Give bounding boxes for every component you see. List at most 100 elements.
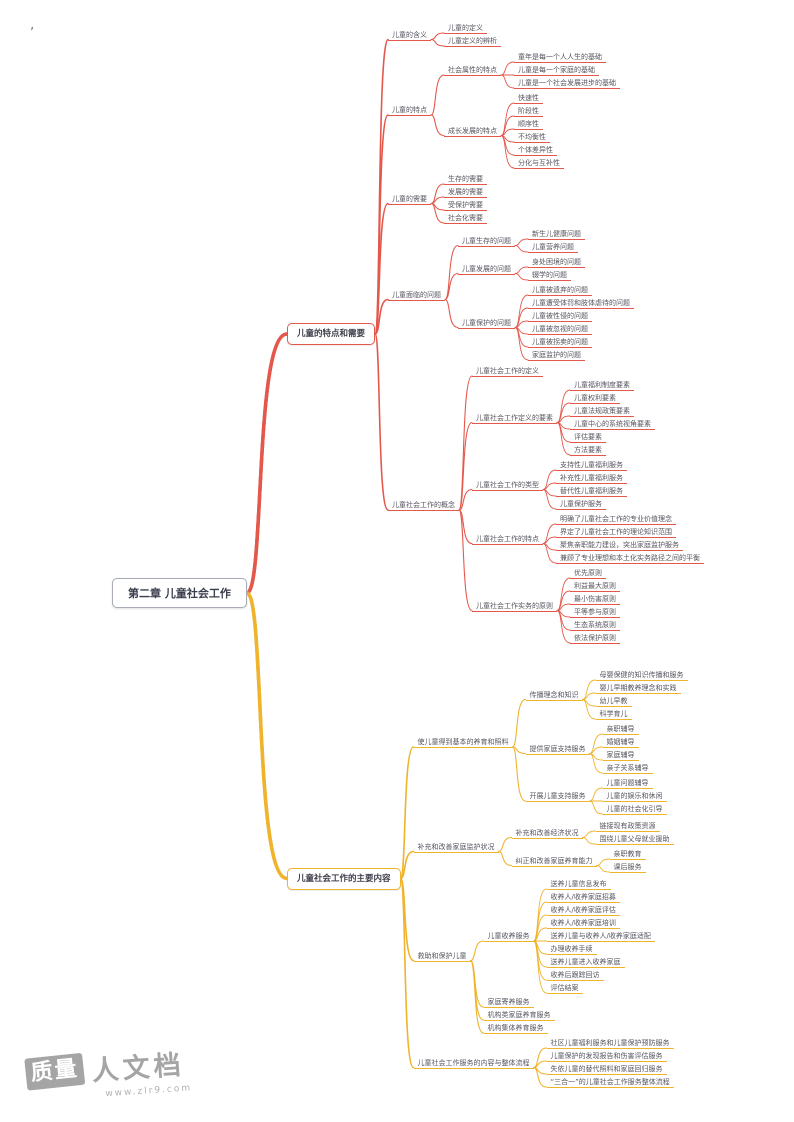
mindmap-node[interactable]: 家庭寄养服务 <box>483 997 534 1008</box>
mindmap-node[interactable]: 儿童中心的系统视角要素 <box>570 419 656 430</box>
mindmap-node[interactable]: 兼顾了专业理想和本土化实务路径之间的平衡 <box>556 553 705 564</box>
central-topic[interactable]: 第二章 儿童社会工作 <box>112 578 247 608</box>
mindmap-node[interactable]: 儿童发展的问题 <box>458 264 516 275</box>
mindmap-node[interactable]: 使儿童得到基本的养育和照料 <box>413 737 513 748</box>
mindmap-node[interactable]: 链接现有政策资源 <box>595 821 660 832</box>
mindmap-node[interactable]: 救助和保护儿童 <box>413 951 471 962</box>
mindmap-node[interactable]: 收养人/收养家庭评估 <box>546 905 620 916</box>
mindmap-node[interactable]: 儿童权利要素 <box>570 393 621 404</box>
mindmap-node[interactable]: 家庭监护的问题 <box>528 350 586 361</box>
mindmap-node[interactable]: 新生儿健康问题 <box>528 229 586 240</box>
mindmap-node[interactable]: 方法要素 <box>570 445 607 456</box>
mindmap-node[interactable]: 送养儿童进入收养家庭 <box>546 957 625 968</box>
mindmap-node[interactable]: 儿童的定义 <box>444 23 488 34</box>
mindmap-node[interactable]: 科学育儿 <box>595 709 632 720</box>
mindmap-node[interactable]: 儿童被遗弃的问题 <box>528 285 593 296</box>
mindmap-node[interactable]: 儿童保护服务 <box>556 499 607 510</box>
mindmap-node[interactable]: 评估要素 <box>570 432 607 443</box>
mindmap-node[interactable]: 阶段性 <box>514 106 544 117</box>
mindmap-node[interactable]: 生态系统原则 <box>570 620 621 631</box>
mindmap-node[interactable]: 儿童被拐卖的问题 <box>528 337 593 348</box>
mindmap-node[interactable]: 补充性儿童福利服务 <box>556 473 628 484</box>
mindmap-node[interactable]: 身处困境的问题 <box>528 257 586 268</box>
mindmap-node[interactable]: 补充和改善经济状况 <box>511 828 583 839</box>
mindmap-node[interactable]: 儿童问题辅导 <box>602 778 653 789</box>
mindmap-node[interactable]: 快速性 <box>514 93 544 104</box>
mindmap-node[interactable]: 儿童的特点 <box>388 105 432 116</box>
mindmap-node[interactable]: 婴儿早期教养理念和实践 <box>595 683 681 694</box>
mindmap-node[interactable]: 亲子关系辅导 <box>602 763 653 774</box>
mindmap-node[interactable]: 送养儿童与收养人/收养家庭适配 <box>546 931 655 942</box>
mindmap-node[interactable]: 发展的需要 <box>444 187 488 198</box>
mindmap-node[interactable]: 纠正和改善家庭养育能力 <box>511 856 597 867</box>
mindmap-node[interactable]: 母婴保健的知识传播和服务 <box>595 670 688 681</box>
mindmap-node[interactable]: 儿童是每一个家庭的基础 <box>514 65 600 76</box>
mindmap-node[interactable]: 儿童的社会化引导 <box>602 804 667 815</box>
mindmap-node[interactable]: 个体差异性 <box>514 145 558 156</box>
mindmap-node[interactable]: 平等参与原则 <box>570 607 621 618</box>
mindmap-node[interactable]: 婚姻辅导 <box>602 737 639 748</box>
mindmap-node[interactable]: 补充和改善家庭监护状况 <box>413 842 499 853</box>
mindmap-node[interactable]: 儿童的需要 <box>388 194 432 205</box>
mindmap-node[interactable]: 儿童福利制度要素 <box>570 380 635 391</box>
mindmap-node[interactable]: 分化与互补性 <box>514 158 565 169</box>
mindmap-node[interactable]: 儿童社会工作服务的内容与整体流程 <box>413 1058 534 1069</box>
main-topic[interactable]: 儿童社会工作的主要内容 <box>287 867 401 890</box>
mindmap-node[interactable]: 儿童保护的发现报告和伤害评估服务 <box>546 1051 667 1062</box>
mindmap-node[interactable]: 送养儿童信息发布 <box>546 879 611 890</box>
mindmap-node[interactable]: 儿童定义的辨析 <box>444 36 502 47</box>
mindmap-node[interactable]: 收养后跟踪回访 <box>546 970 604 981</box>
mindmap-node[interactable]: 儿童保护的问题 <box>458 318 516 329</box>
mindmap-node[interactable]: 界定了儿童社会工作的理论知识范围 <box>556 527 677 538</box>
mindmap-node[interactable]: 儿童的含义 <box>388 30 432 41</box>
mindmap-node[interactable]: 儿童的娱乐和休闲 <box>602 791 667 802</box>
mindmap-node[interactable]: 儿童面临的问题 <box>388 290 446 301</box>
mindmap-node[interactable]: 儿童社会工作实务的原则 <box>472 601 558 612</box>
mindmap-node[interactable]: 机构类家庭养育服务 <box>483 1010 555 1021</box>
mindmap-node[interactable]: 收养人/收养家庭招募 <box>546 892 620 903</box>
mindmap-node[interactable]: 儿童是一个社会发展进步的基础 <box>514 78 621 89</box>
mindmap-node[interactable]: 辍学的问题 <box>528 270 572 281</box>
mindmap-node[interactable]: “三合一”的儿童社会工作服务整体流程 <box>546 1077 674 1088</box>
mindmap-node[interactable]: 社会属性的特点 <box>444 65 502 76</box>
mindmap-node[interactable]: 亲职教育 <box>609 849 646 860</box>
mindmap-node[interactable]: 明确了儿童社会工作的专业价值理念 <box>556 514 677 525</box>
mindmap-node[interactable]: 课后服务 <box>609 862 646 873</box>
mindmap-node[interactable]: 儿童社会工作的特点 <box>472 534 544 545</box>
mindmap-node[interactable]: 优先原则 <box>570 568 607 579</box>
mindmap-node[interactable]: 儿童被忽视的问题 <box>528 324 593 335</box>
mindmap-node[interactable]: 儿童生存的问题 <box>458 236 516 247</box>
mindmap-node[interactable]: 社区儿童福利服务和儿童保护预防服务 <box>546 1038 674 1049</box>
mindmap-node[interactable]: 最小伤害原则 <box>570 594 621 605</box>
mindmap-node[interactable]: 受保护需要 <box>444 200 488 211</box>
mindmap-node[interactable]: 替代性儿童福利服务 <box>556 486 628 497</box>
mindmap-node[interactable]: 儿童社会工作定义的要素 <box>472 413 558 424</box>
mindmap-node[interactable]: 办理收养手续 <box>546 944 597 955</box>
mindmap-node[interactable]: 儿童社会工作的类型 <box>472 480 544 491</box>
mindmap-node[interactable]: 儿童法规政策要素 <box>570 406 635 417</box>
mindmap-node[interactable]: 聚焦亲职能力建设，突出家庭监护服务 <box>556 540 684 551</box>
mindmap-node[interactable]: 传播理念和知识 <box>525 690 583 701</box>
mindmap-node[interactable]: 不均衡性 <box>514 132 551 143</box>
mindmap-node[interactable]: 亲职辅导 <box>602 724 639 735</box>
mindmap-node[interactable]: 家庭辅导 <box>602 750 639 761</box>
mindmap-node[interactable]: 儿童社会工作的定义 <box>472 366 544 377</box>
main-topic[interactable]: 儿童的特点和需要 <box>287 323 376 345</box>
mindmap-node[interactable]: 依法保护原则 <box>570 633 621 644</box>
mindmap-node[interactable]: 开展儿童支持服务 <box>525 791 590 802</box>
mindmap-node[interactable]: 收养人/收养家庭培训 <box>546 918 620 929</box>
mindmap-node[interactable]: 围绕儿童父母就业援助 <box>595 834 674 845</box>
mindmap-node[interactable]: 童年是每一个人人生的基础 <box>514 52 607 63</box>
mindmap-node[interactable]: 评估结案 <box>546 983 583 994</box>
mindmap-node[interactable]: 社会化需要 <box>444 213 488 224</box>
mindmap-node[interactable]: 儿童收养服务 <box>483 931 534 942</box>
mindmap-node[interactable]: 成长发展的特点 <box>444 126 502 137</box>
mindmap-node[interactable]: 利益最大原则 <box>570 581 621 592</box>
mindmap-node[interactable]: 顺序性 <box>514 119 544 130</box>
mindmap-node[interactable]: 机构集体养育服务 <box>483 1023 548 1034</box>
mindmap-node[interactable]: 支持性儿童福利服务 <box>556 460 628 471</box>
mindmap-node[interactable]: 幼儿早教 <box>595 696 632 707</box>
mindmap-node[interactable]: 儿童社会工作的概念 <box>388 500 460 511</box>
mindmap-node[interactable]: 儿童营养问题 <box>528 242 579 253</box>
mindmap-node[interactable]: 儿童遭受体罚和肢体虐待的问题 <box>528 298 635 309</box>
